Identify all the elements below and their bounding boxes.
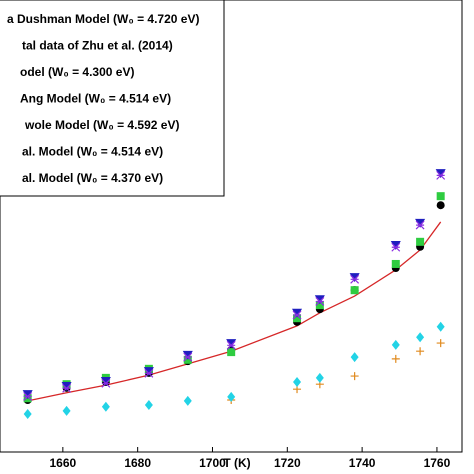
point [390, 240, 401, 250]
point [416, 347, 425, 356]
point [23, 391, 33, 401]
point [436, 201, 445, 210]
legend-label: odel (W₀ = 4.300 eV) [20, 65, 134, 79]
point [415, 218, 426, 228]
plot-frame [0, 0, 463, 453]
point [391, 354, 400, 363]
point [293, 314, 302, 323]
point [100, 377, 111, 387]
point [391, 242, 401, 252]
point [350, 372, 359, 381]
point [416, 237, 425, 246]
point [391, 259, 400, 268]
point [22, 390, 33, 400]
point [143, 367, 154, 377]
point [415, 220, 425, 230]
point [227, 348, 236, 357]
point [436, 192, 445, 201]
point [350, 352, 359, 363]
point [62, 383, 72, 393]
point [144, 368, 154, 378]
point [315, 301, 324, 310]
legend-label: al. Model (W₀ = 4.514 eV) [22, 145, 163, 159]
point [436, 321, 445, 332]
point [227, 391, 236, 402]
point [350, 274, 360, 284]
x-tick-label: 1660 [49, 456, 76, 470]
point [101, 378, 111, 388]
point [182, 350, 193, 360]
point [61, 382, 72, 392]
point [315, 372, 324, 383]
point [144, 399, 153, 410]
x-tick-label: 1720 [274, 456, 301, 470]
point [183, 395, 192, 406]
point [391, 339, 400, 350]
point [292, 310, 302, 320]
x-axis-label: T (K) [223, 456, 250, 470]
point [315, 297, 325, 306]
legend-box [0, 0, 225, 197]
x-tick-label: 1740 [349, 456, 376, 470]
point [314, 295, 325, 305]
series-line [27, 221, 442, 402]
point [293, 376, 302, 387]
point [349, 273, 360, 283]
x-tick-label: 1760 [424, 456, 451, 470]
point [226, 340, 236, 350]
point [23, 409, 32, 420]
point [62, 405, 71, 416]
point [226, 339, 237, 349]
legend-label: al. Model (W₀ = 4.370 eV) [22, 171, 163, 185]
legend-label: a Dushman Model (W₀ = 4.720 eV) [7, 12, 199, 26]
point [101, 401, 110, 412]
point [435, 169, 446, 179]
point [350, 286, 359, 295]
legend-label: tal data of Zhu et al. (2014) [22, 39, 173, 53]
point [436, 339, 445, 348]
x-tick-label: 1680 [124, 456, 151, 470]
point [183, 352, 193, 362]
point [416, 332, 425, 343]
x-tick-label: 1700 [199, 456, 226, 470]
legend-label: wole Model (W₀ = 4.592 eV) [24, 118, 179, 132]
point [436, 170, 446, 180]
point [292, 308, 303, 318]
legend: a Dushman Model (W₀ = 4.720 eV) tal data … [0, 0, 225, 197]
legend-label: Ang Model (W₀ = 4.514 eV) [20, 92, 171, 106]
